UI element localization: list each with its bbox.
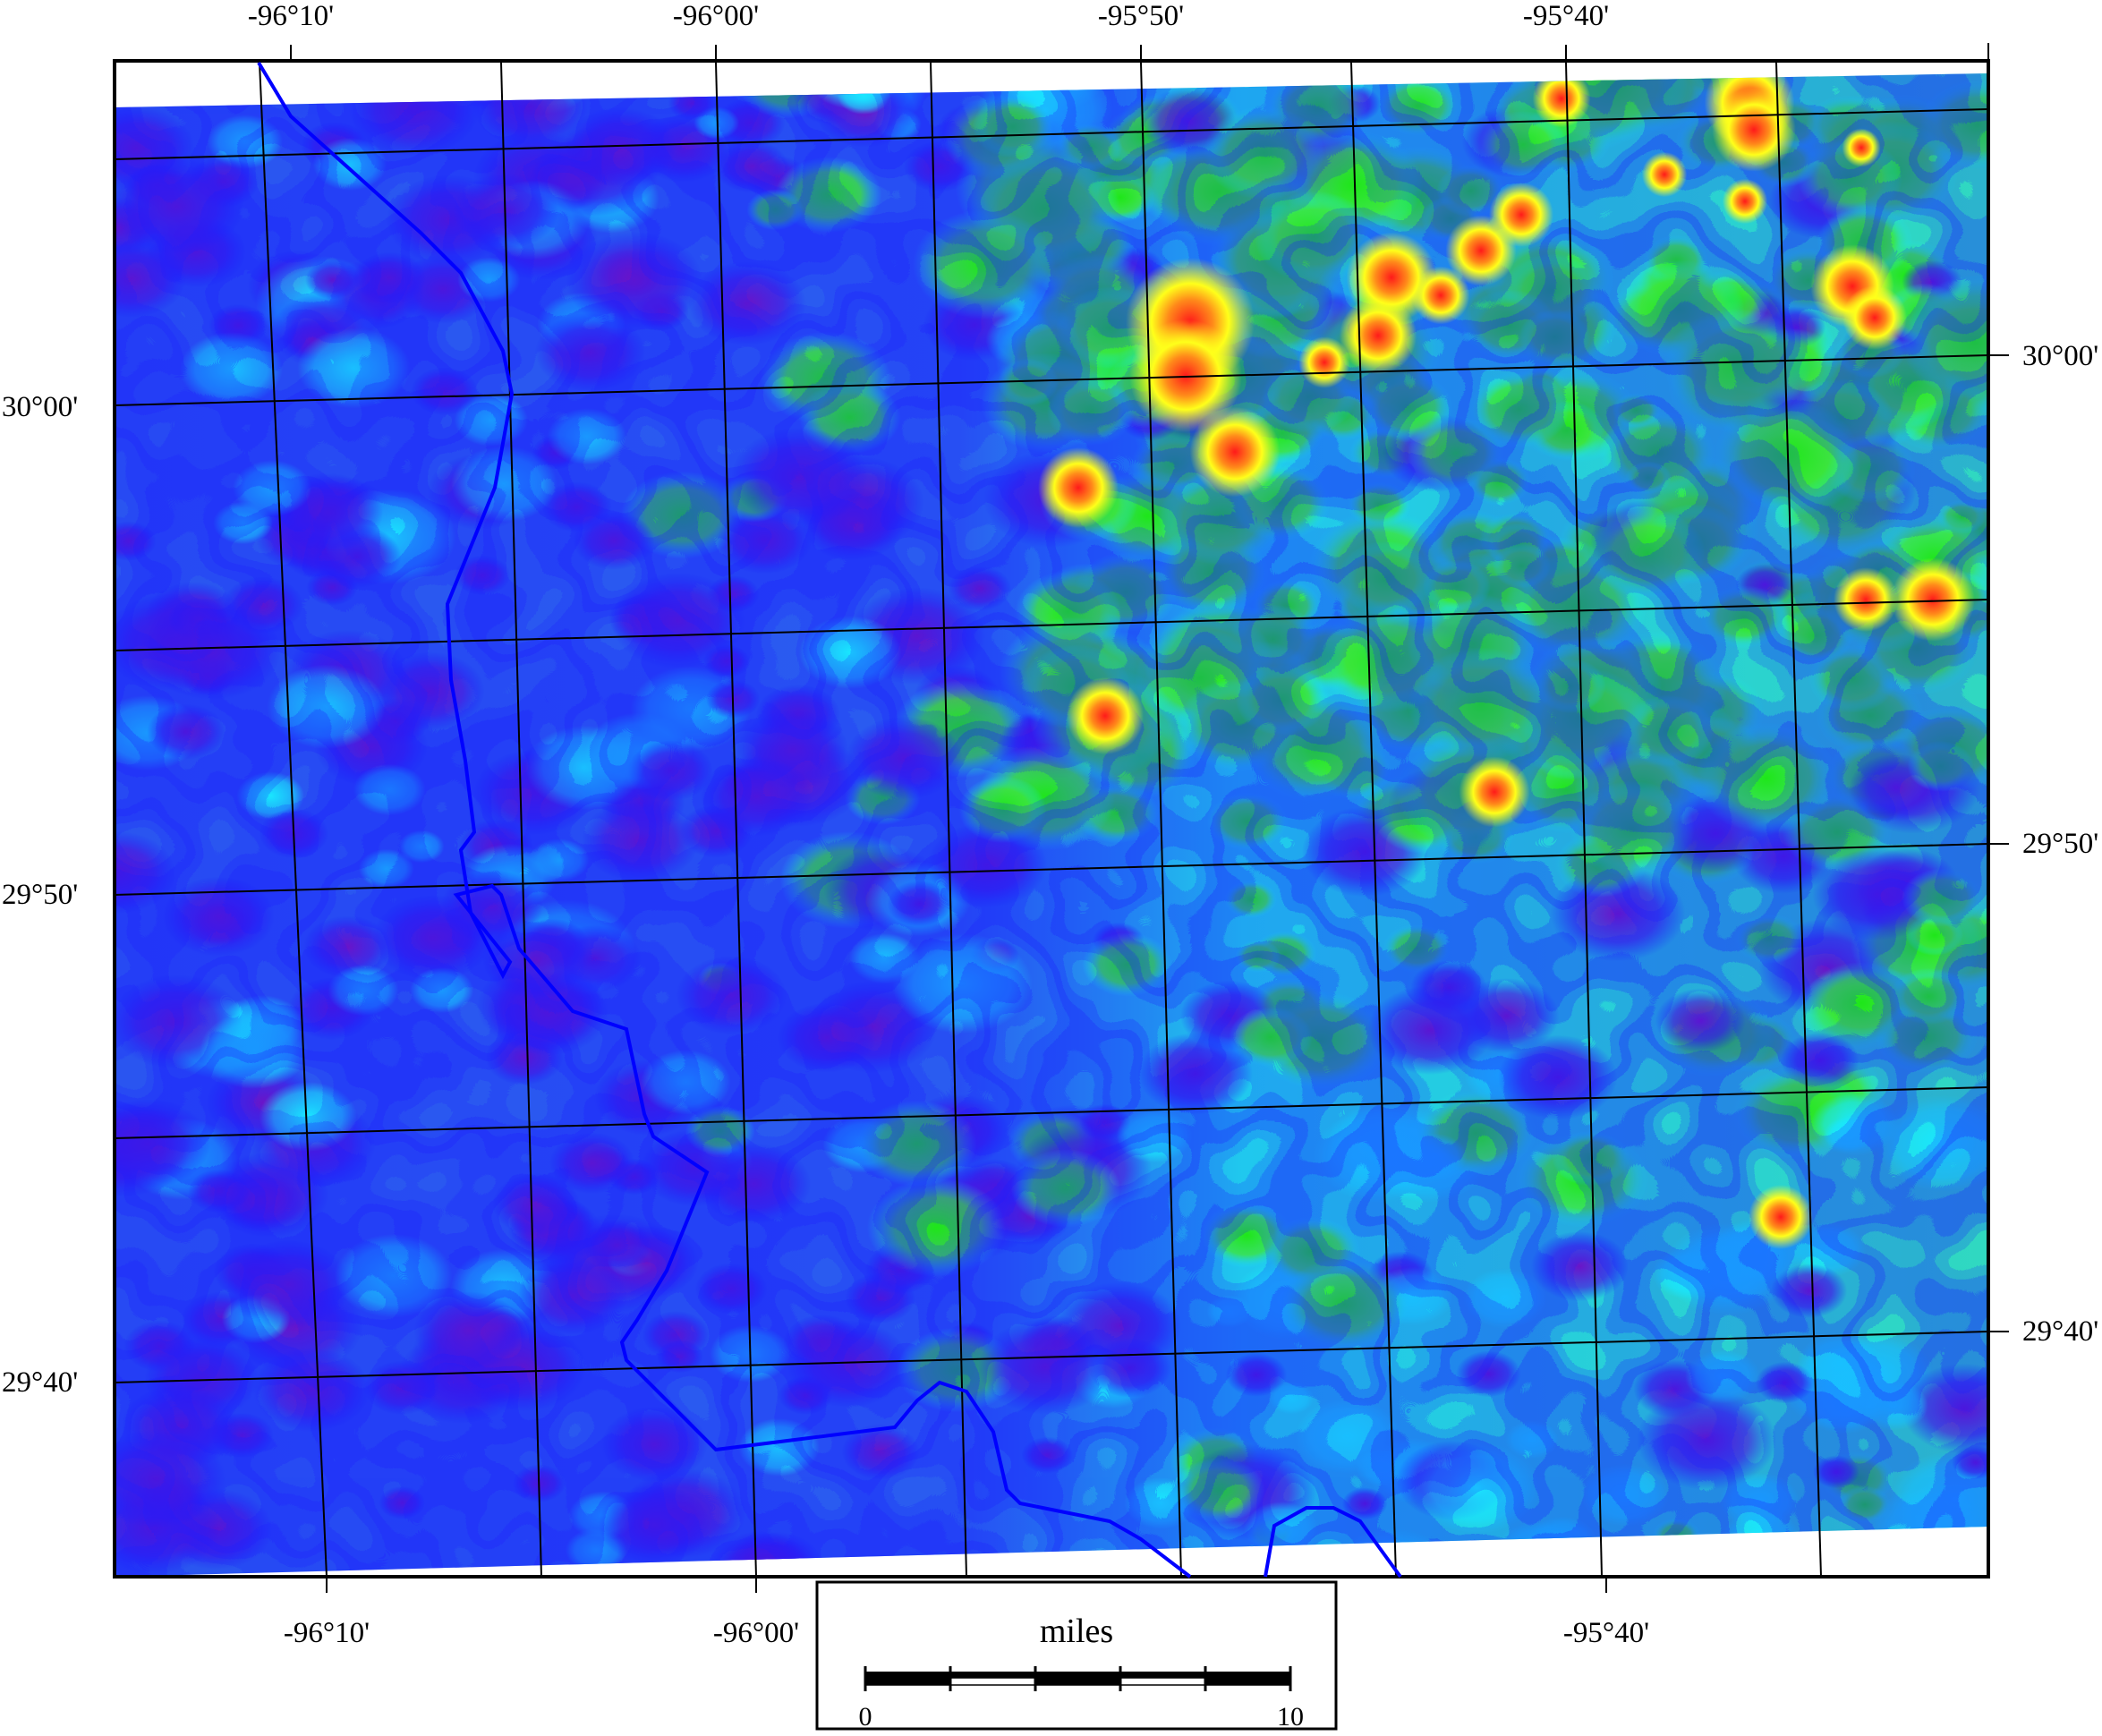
anomaly-high xyxy=(1712,88,1796,172)
graticule xyxy=(114,43,2009,1593)
coordinate-label: -95°40' xyxy=(1563,1617,1649,1649)
scale-bar-title: miles xyxy=(1040,1613,1113,1650)
coordinate-label: -95°40' xyxy=(1523,0,1609,32)
anomaly-high xyxy=(1532,73,1591,128)
anomaly-high xyxy=(1189,406,1281,498)
meridian-line xyxy=(259,62,328,1578)
anomaly-high xyxy=(1891,557,1975,642)
anomaly-blob xyxy=(440,73,533,110)
meridian-line xyxy=(1565,62,1603,1578)
coordinate-label: 30°00' xyxy=(2022,340,2098,372)
scale-segment-top xyxy=(1205,1672,1290,1678)
anomaly-blob xyxy=(208,73,283,98)
anomaly-high xyxy=(1038,447,1119,528)
scale-segment-top xyxy=(1035,1672,1120,1678)
map-frame xyxy=(113,59,1990,1579)
meridian-line xyxy=(1775,62,1822,1578)
anomaly-high xyxy=(1411,266,1470,325)
parallel-line xyxy=(114,108,1989,160)
scale-segment xyxy=(1034,1677,1121,1686)
anomaly-high xyxy=(1722,178,1768,225)
anomaly-high xyxy=(1842,285,1907,350)
anomaly-high xyxy=(1749,1185,1813,1249)
meridian-line xyxy=(1350,62,1397,1578)
parallel-line xyxy=(114,1331,1989,1383)
scale-bar: miles 0 10 xyxy=(815,1580,1338,1732)
anomaly-blob xyxy=(1479,1543,1564,1577)
anomaly-high xyxy=(1066,677,1145,755)
scale-segment-top xyxy=(865,1672,950,1678)
parallel-line xyxy=(114,354,1989,406)
meridian-line xyxy=(500,62,542,1578)
anomaly-high xyxy=(1489,183,1553,247)
coordinate-label: 29°40' xyxy=(2,1366,78,1399)
anomaly-high xyxy=(1298,336,1350,388)
scale-bar-start: 0 xyxy=(859,1702,872,1732)
parallel-line xyxy=(114,843,1989,896)
boundary-line xyxy=(257,61,1192,1579)
meridian-line xyxy=(1140,62,1182,1578)
coordinate-label: 29°50' xyxy=(2,879,78,911)
coordinate-label: 29°40' xyxy=(2022,1315,2098,1348)
anomaly-high xyxy=(1459,756,1530,828)
scale-segment xyxy=(864,1677,951,1686)
anomaly-high xyxy=(1641,151,1688,198)
coordinate-label: -96°10' xyxy=(284,1617,370,1649)
scale-segment xyxy=(1119,1677,1206,1686)
coordinate-label: 30°00' xyxy=(2,391,78,423)
scale-bar-end: 10 xyxy=(1277,1702,1304,1732)
anomaly-surface xyxy=(115,73,1988,1577)
coordinate-label: -96°00' xyxy=(713,1617,799,1649)
parallel-line xyxy=(114,1086,1989,1139)
anomaly-high xyxy=(1834,567,1898,632)
scale-segment-top xyxy=(1120,1672,1205,1678)
coordinate-label: -96°00' xyxy=(673,0,759,32)
meridian-line xyxy=(715,62,757,1578)
parallel-line xyxy=(114,599,1989,651)
coordinate-label: 29°50' xyxy=(2022,828,2098,860)
scale-segment xyxy=(1204,1677,1291,1686)
scale-segment-top xyxy=(950,1672,1035,1678)
scale-segment xyxy=(949,1677,1036,1686)
scale-bar-box xyxy=(815,1580,1338,1731)
coordinate-label: -96°10' xyxy=(248,0,334,32)
meridian-line xyxy=(930,62,967,1578)
coordinate-label: -95°50' xyxy=(1098,0,1184,32)
boundary-line-east xyxy=(1264,1506,1402,1579)
anomaly-high xyxy=(1842,128,1881,167)
anomaly-high xyxy=(1339,296,1417,375)
